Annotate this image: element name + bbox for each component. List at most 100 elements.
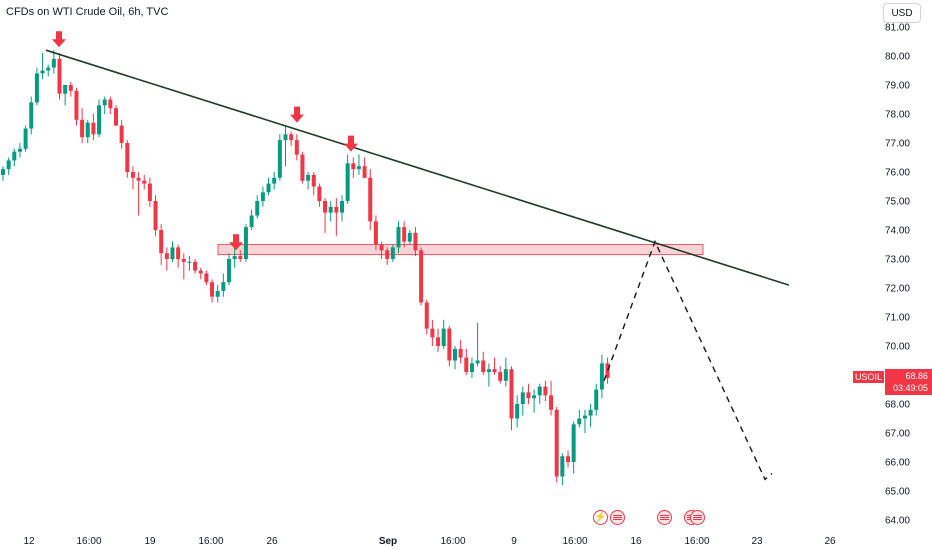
resistance-zone — [217, 244, 704, 256]
x-tick-label: 16:00 — [562, 536, 587, 547]
candle-body — [486, 369, 491, 373]
candle-body — [6, 160, 11, 170]
candle-body — [57, 58, 62, 94]
candle-body — [577, 418, 582, 425]
x-tick-label: 16:00 — [76, 536, 101, 547]
candle-body — [125, 143, 130, 172]
candle-body — [272, 177, 277, 184]
candle-body — [385, 250, 390, 259]
candle-body — [430, 328, 435, 338]
candle-body — [481, 360, 486, 373]
candle-body — [277, 140, 282, 178]
candle-body — [368, 177, 373, 222]
candle-body — [289, 134, 294, 141]
y-tick-label: 74.00 — [885, 226, 910, 237]
candle-body — [334, 206, 339, 213]
candle-body — [453, 348, 457, 361]
last-price-badge: USOIL 68.86 03:49:05 — [853, 369, 932, 395]
candle-body — [221, 282, 226, 291]
projection-path — [603, 239, 773, 481]
candle-body — [108, 99, 113, 109]
candle-body — [147, 183, 152, 201]
candle-body — [526, 392, 531, 399]
candle-body — [17, 148, 22, 152]
down-arrow-marker — [344, 135, 358, 152]
candle-body — [232, 256, 237, 259]
x-tick-label: 16:00 — [198, 536, 223, 547]
candle-body — [80, 119, 85, 138]
x-tick-label: 23 — [751, 536, 763, 547]
candle-body — [23, 128, 28, 149]
candle-body — [520, 392, 525, 404]
candle-body — [255, 201, 260, 216]
candle-body — [351, 163, 356, 170]
candle-body — [424, 302, 429, 329]
candle-body — [503, 369, 508, 381]
candle-body — [441, 328, 446, 346]
symbol-label: USOIL — [853, 371, 884, 383]
y-tick-label: 75.00 — [885, 197, 910, 208]
lightning-icon[interactable]: ⚡ — [593, 510, 608, 525]
candle-body — [159, 230, 164, 254]
x-tick-label: 12 — [23, 536, 35, 547]
candle-body — [306, 174, 311, 181]
candle-body — [594, 389, 599, 410]
y-tick-label: 77.00 — [885, 139, 910, 150]
candle-body — [294, 140, 299, 155]
candle-body — [114, 108, 118, 126]
y-tick-label: 67.00 — [885, 429, 910, 440]
candle-body — [436, 337, 441, 346]
price-axis: 64.0065.0066.0067.0068.0069.0070.0071.00… — [885, 23, 910, 527]
chart-title: CFDs on WTI Crude Oil, 6h, TVC — [6, 6, 169, 18]
down-arrow-marker — [229, 234, 243, 251]
candle-body — [458, 348, 463, 358]
y-tick-label: 71.00 — [885, 313, 910, 324]
trendline — [45, 49, 790, 286]
candle-body — [340, 201, 344, 213]
candle-body — [119, 125, 124, 143]
candle-body — [85, 122, 90, 138]
candle-body — [142, 180, 147, 184]
candle-body — [311, 174, 316, 187]
y-tick-label: 68.00 — [885, 400, 910, 411]
candle-body — [599, 363, 604, 390]
last-price-value: 68.86 03:49:05 — [885, 369, 932, 395]
us-flag-icon[interactable] — [657, 510, 672, 525]
y-tick-label: 64.00 — [885, 516, 910, 527]
candle-body — [29, 102, 34, 129]
y-tick-label: 76.00 — [885, 168, 910, 179]
candle-body — [97, 105, 102, 135]
candle-body — [605, 363, 610, 378]
candle-body — [181, 259, 186, 262]
y-tick-label: 73.00 — [885, 255, 910, 266]
x-tick-label: 26 — [266, 536, 278, 547]
us-flag-icon[interactable] — [610, 510, 625, 525]
us-flag-icon[interactable] — [690, 510, 705, 525]
candlesticks — [1, 50, 610, 486]
candle-body — [549, 395, 554, 410]
candle-body — [283, 134, 288, 141]
candle-body — [543, 386, 548, 396]
currency-button[interactable]: USD — [883, 3, 921, 23]
candle-body — [560, 456, 565, 477]
y-tick-label: 66.00 — [885, 458, 910, 469]
candle-body — [164, 253, 169, 259]
candle-body — [362, 166, 367, 178]
candle-body — [34, 73, 39, 103]
candle-body — [153, 201, 158, 230]
candle-body — [554, 409, 559, 477]
candle-body — [379, 244, 384, 251]
candle-body — [509, 369, 514, 419]
candle-body — [130, 172, 135, 178]
candle-body — [227, 259, 231, 283]
x-tick-label: 26 — [824, 536, 836, 547]
candle-body — [260, 192, 265, 201]
candle-body — [492, 369, 497, 373]
candle-body — [413, 232, 418, 251]
candle-body — [12, 151, 17, 161]
candle-body — [102, 99, 107, 106]
y-tick-label: 79.00 — [885, 81, 910, 92]
candle-body — [475, 360, 480, 364]
candle-body — [469, 363, 474, 373]
